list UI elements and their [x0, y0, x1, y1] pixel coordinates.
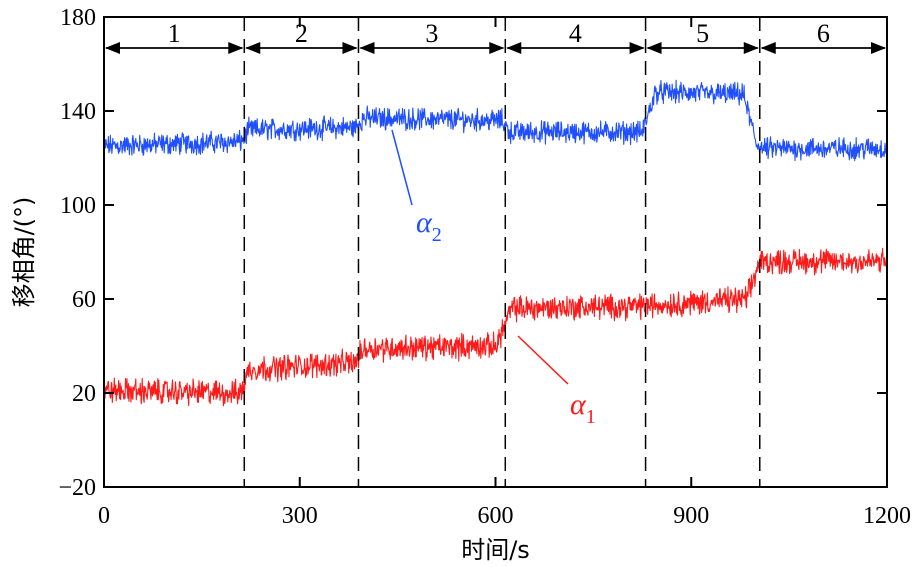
region-label-2: 2	[295, 19, 308, 48]
series-callout-symbol-1: α	[416, 206, 433, 239]
x-tick-label-600: 600	[478, 503, 514, 529]
y-tick-label-180: 180	[60, 5, 96, 31]
y-tick-label-100: 100	[60, 193, 96, 219]
region-arrowhead-left-1	[105, 42, 120, 54]
series-callout-line-1	[391, 129, 413, 206]
region-arrowhead-right-1	[228, 42, 244, 54]
region-arrowhead-left-5	[646, 42, 662, 54]
region-arrowhead-right-3	[489, 42, 505, 54]
x-tick-label-900: 900	[673, 503, 709, 529]
region-label-4: 4	[569, 19, 582, 48]
series-callout-label-1: α2	[416, 206, 442, 246]
region-label-6: 6	[817, 19, 830, 48]
x-tick-label-0: 0	[98, 503, 110, 529]
region-arrowhead-right-4	[629, 42, 645, 54]
region-arrowhead-right-6	[871, 42, 886, 54]
series-callout-label-2: α1	[570, 388, 596, 428]
region-arrowhead-left-4	[506, 42, 522, 54]
region-label-5: 5	[696, 19, 709, 48]
x-tick-label-300: 300	[282, 503, 318, 529]
x-tick-label-1200: 1200	[863, 503, 911, 529]
region-label-1: 1	[168, 19, 181, 48]
series-callout-symbol-2: α	[570, 388, 587, 421]
region-arrowhead-left-3	[359, 42, 375, 54]
region-arrowhead-right-2	[342, 42, 358, 54]
y-tick-label-140: 140	[60, 99, 96, 125]
series-line-2	[103, 247, 888, 407]
y-tick-label-20: 20	[72, 381, 96, 407]
x-axis-title: 时间/s	[461, 536, 530, 564]
region-label-3: 3	[425, 19, 438, 48]
series-callout-subscript-2: 1	[586, 406, 596, 428]
series-line-1	[103, 79, 888, 162]
series-callout-subscript-1: 2	[432, 224, 442, 246]
series-callout-line-2	[517, 335, 569, 385]
axes-layer	[103, 16, 888, 488]
series-layer	[103, 79, 888, 407]
region-arrowhead-right-5	[743, 42, 759, 54]
region-divider-layer	[105, 17, 886, 487]
y-tick-label--20: −20	[58, 475, 96, 501]
region-arrowhead-left-6	[760, 42, 776, 54]
y-tick-label-60: 60	[72, 287, 96, 313]
label-layer: 1 2 3 4 5 60 300 600 900 1200−202060100140180时间/s…	[10, 5, 911, 564]
plot-frame	[103, 16, 888, 488]
region-arrowhead-left-2	[245, 42, 261, 54]
y-axis-title: 移相角/(°)	[10, 197, 38, 308]
